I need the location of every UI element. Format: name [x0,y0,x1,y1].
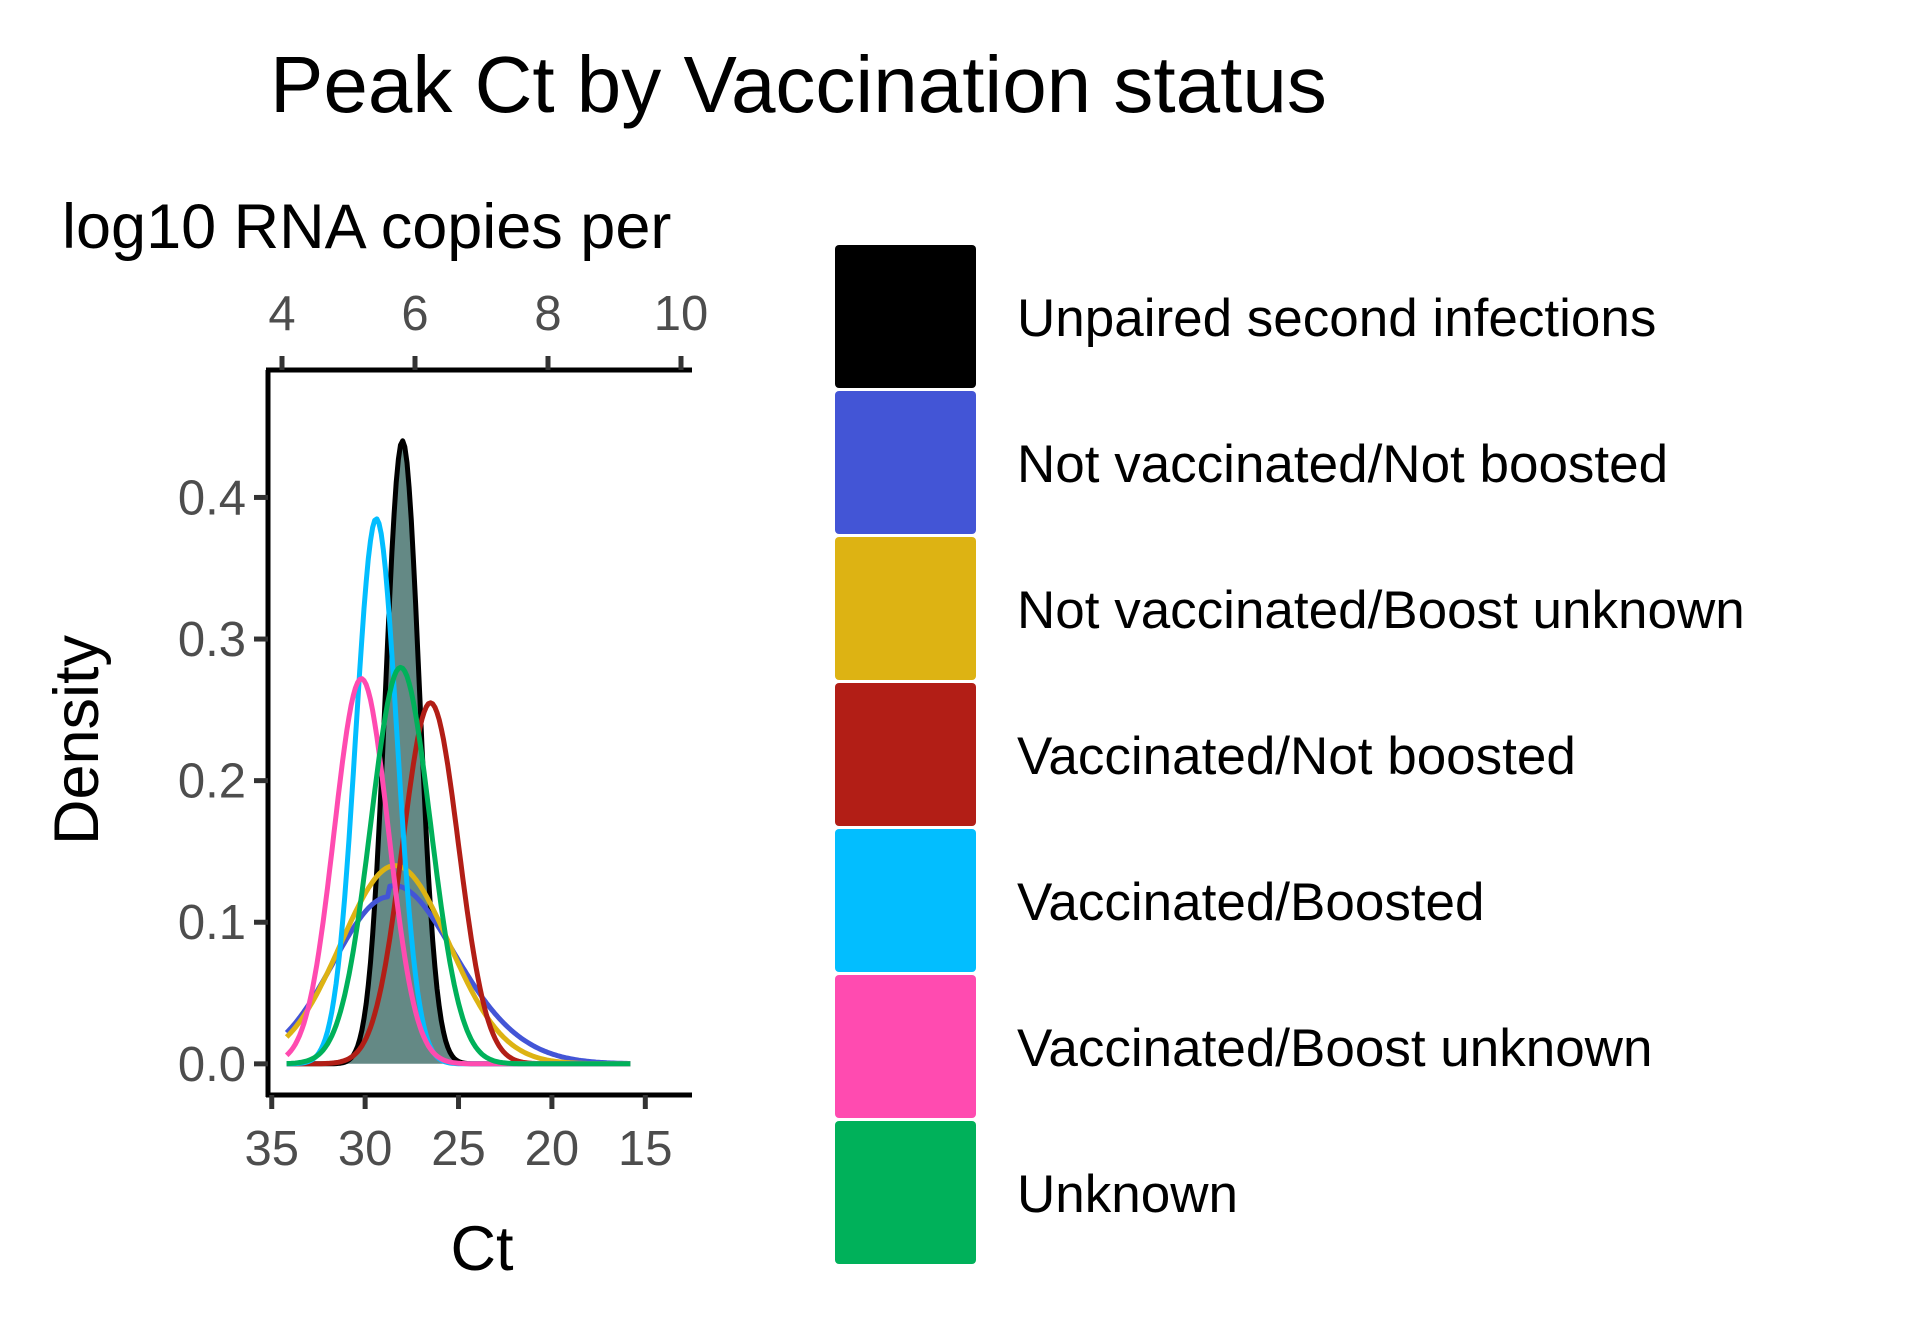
legend-label-6: Unknown [1017,1165,1238,1224]
legend-label-4: Vaccinated/Boosted [1017,873,1485,932]
legend-key-0 [835,245,976,388]
axes: 0.0 0.1 0.2 0.3 0.4 35 30 25 20 15 4 6 8 10 [178,287,708,1176]
legend-key-2 [835,537,976,680]
legend-key-4 [835,829,976,972]
plot-area [284,438,631,1067]
y-tick-label-4: 0.4 [178,471,246,525]
y-axis-title: Density [42,634,112,845]
top-tick-label-3: 10 [654,287,709,341]
legend-label-5: Vaccinated/Boost unknown [1017,1019,1652,1078]
legend-label-1: Not vaccinated/Not boosted [1017,435,1668,494]
y-tick-label-1: 0.1 [178,896,246,950]
legend-key-5 [835,975,976,1118]
y-tick-label-3: 0.3 [178,613,246,667]
legend-label-0: Unpaired second infections [1017,289,1656,348]
chart-title: Peak Ct by Vaccination status [270,40,1327,129]
x-tick-label-4: 15 [618,1122,673,1176]
top-tick-label-0: 4 [268,287,295,341]
x-tick-label-1: 30 [338,1122,393,1176]
top-tick-label-2: 8 [534,287,561,341]
y-tick-label-2: 0.2 [178,755,246,809]
legend-key-1 [835,391,976,534]
legend-label-3: Vaccinated/Not boosted [1017,727,1576,786]
legend: Unpaired second infections Not vaccinated… [835,245,1745,1264]
x-tick-label-3: 20 [525,1122,580,1176]
legend-key-6 [835,1121,976,1264]
x-tick-label-2: 25 [431,1122,486,1176]
legend-key-3 [835,683,976,826]
top-axis-title: log10 RNA copies per [62,192,671,262]
top-tick-label-1: 6 [401,287,428,341]
y-tick-label-0: 0.0 [178,1038,246,1092]
density-curve-6 [286,664,631,1067]
x-tick-label-0: 35 [244,1122,299,1176]
x-axis-title: Ct [451,1214,514,1284]
legend-label-2: Not vaccinated/Boost unknown [1017,581,1745,640]
